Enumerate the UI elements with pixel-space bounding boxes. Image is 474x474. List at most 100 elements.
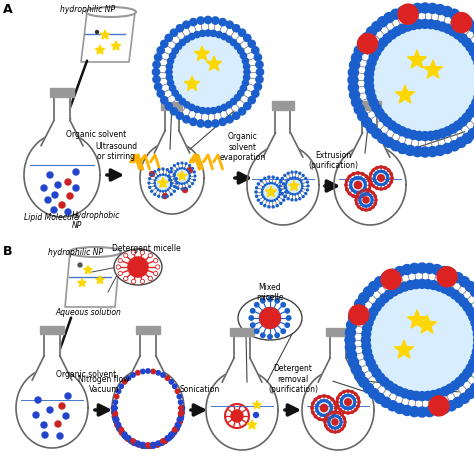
Circle shape — [352, 173, 355, 175]
Circle shape — [471, 383, 474, 393]
Circle shape — [212, 17, 219, 24]
Circle shape — [345, 395, 346, 397]
Circle shape — [63, 413, 69, 419]
Ellipse shape — [114, 249, 162, 285]
Circle shape — [146, 443, 150, 447]
Circle shape — [367, 205, 369, 207]
Circle shape — [275, 333, 279, 337]
Circle shape — [125, 436, 130, 441]
Circle shape — [384, 381, 393, 390]
Circle shape — [263, 186, 264, 188]
Circle shape — [149, 172, 155, 176]
Circle shape — [287, 198, 289, 200]
Circle shape — [163, 438, 167, 443]
Circle shape — [347, 412, 349, 414]
Polygon shape — [162, 102, 182, 110]
Text: A: A — [3, 3, 13, 16]
Circle shape — [456, 13, 466, 23]
Circle shape — [51, 207, 57, 213]
Circle shape — [362, 179, 365, 181]
Circle shape — [141, 442, 145, 447]
Circle shape — [173, 174, 175, 176]
Circle shape — [197, 120, 204, 127]
Circle shape — [318, 418, 320, 420]
Circle shape — [330, 407, 333, 409]
Circle shape — [346, 320, 356, 330]
Circle shape — [115, 422, 120, 428]
Circle shape — [279, 185, 281, 187]
Circle shape — [353, 399, 356, 401]
Circle shape — [252, 47, 259, 54]
Circle shape — [386, 174, 388, 176]
Circle shape — [238, 29, 246, 36]
Circle shape — [362, 341, 371, 350]
Circle shape — [361, 336, 370, 345]
Circle shape — [177, 419, 182, 423]
Circle shape — [323, 419, 325, 421]
Circle shape — [473, 347, 474, 356]
Circle shape — [376, 373, 385, 382]
Circle shape — [157, 47, 164, 54]
Circle shape — [131, 279, 136, 283]
Circle shape — [67, 193, 73, 199]
Circle shape — [272, 200, 273, 201]
Circle shape — [225, 404, 249, 428]
Circle shape — [405, 5, 415, 15]
Circle shape — [371, 199, 373, 201]
Circle shape — [268, 206, 270, 208]
Circle shape — [263, 196, 264, 198]
Circle shape — [432, 264, 442, 274]
Circle shape — [402, 405, 412, 416]
Circle shape — [332, 419, 338, 425]
Circle shape — [112, 414, 118, 419]
Circle shape — [175, 186, 177, 188]
Circle shape — [348, 175, 351, 178]
Circle shape — [402, 264, 412, 274]
Circle shape — [167, 189, 169, 191]
Circle shape — [395, 403, 405, 413]
Circle shape — [395, 387, 404, 396]
Circle shape — [154, 193, 156, 195]
Circle shape — [151, 442, 155, 447]
Circle shape — [174, 168, 190, 184]
Circle shape — [439, 266, 449, 276]
Circle shape — [368, 188, 370, 191]
Circle shape — [384, 187, 386, 189]
Circle shape — [166, 169, 168, 171]
Circle shape — [268, 176, 270, 178]
Circle shape — [469, 358, 474, 367]
Circle shape — [352, 406, 354, 408]
Circle shape — [166, 64, 173, 70]
Circle shape — [328, 412, 330, 414]
Circle shape — [148, 182, 150, 184]
Circle shape — [269, 182, 271, 184]
Circle shape — [353, 404, 356, 406]
Circle shape — [435, 5, 445, 15]
Circle shape — [131, 373, 135, 377]
Circle shape — [173, 175, 175, 177]
Circle shape — [148, 253, 153, 258]
Polygon shape — [50, 88, 74, 97]
Circle shape — [458, 117, 467, 126]
Circle shape — [162, 168, 164, 170]
Circle shape — [448, 124, 457, 133]
Circle shape — [124, 276, 128, 281]
Circle shape — [459, 393, 469, 403]
Circle shape — [338, 412, 340, 414]
Circle shape — [169, 380, 173, 384]
Circle shape — [326, 414, 328, 416]
Polygon shape — [302, 370, 374, 450]
Circle shape — [358, 206, 360, 208]
Circle shape — [252, 90, 259, 97]
Circle shape — [369, 308, 378, 317]
Circle shape — [369, 364, 378, 373]
Circle shape — [339, 393, 341, 395]
Polygon shape — [272, 101, 294, 110]
Polygon shape — [234, 336, 250, 358]
Circle shape — [370, 203, 371, 205]
Circle shape — [354, 191, 356, 193]
Circle shape — [425, 264, 435, 273]
Circle shape — [357, 397, 359, 399]
Circle shape — [345, 399, 351, 405]
Circle shape — [351, 306, 361, 316]
